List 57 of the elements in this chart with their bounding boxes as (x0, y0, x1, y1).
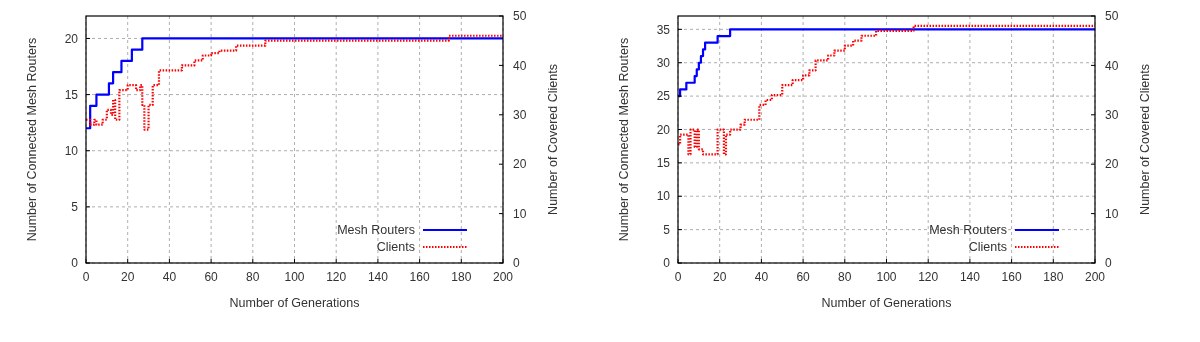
x-tick-label: 200 (1084, 270, 1106, 284)
y-tick-label: 20 (64, 31, 79, 46)
y2-axis-title: Number of Covered Clients (546, 64, 560, 215)
y-tick-label: 25 (656, 89, 671, 104)
x-tick-label: 100 (876, 270, 897, 284)
y2-tick-label: 50 (1105, 9, 1119, 24)
x-tick-label: 160 (409, 270, 430, 284)
legend-label: Mesh Routers (337, 223, 415, 238)
x-tick-label: 20 (713, 270, 727, 284)
legend-label: Mesh Routers (929, 223, 1007, 238)
y2-tick-label: 40 (1105, 58, 1119, 73)
y2-tick-label: 50 (513, 9, 527, 24)
y-axis-title: Number of Connected Mesh Routers (617, 37, 631, 242)
x-tick-label: 0 (82, 270, 90, 284)
y-tick-label: 10 (64, 143, 79, 158)
y-tick-label: 15 (64, 87, 79, 102)
y-tick-label: 30 (656, 55, 671, 70)
y-tick-label: 10 (656, 189, 671, 204)
x-tick-label: 40 (754, 270, 769, 284)
y-tick-label: 0 (71, 256, 79, 271)
y2-tick-label: 40 (513, 58, 527, 73)
legend-label: Clients (968, 240, 1007, 255)
x-tick-label: 120 (918, 270, 939, 284)
x-axis-title: Number of Generations (821, 296, 952, 310)
y2-axis-title: Number of Covered Clients (1138, 64, 1152, 215)
x-tick-label: 160 (1001, 270, 1022, 284)
y-axis-title: Number of Connected Mesh Routers (25, 37, 39, 242)
y2-tick-label: 10 (513, 206, 527, 221)
y2-tick-label: 20 (513, 157, 527, 172)
x-tick-label: 80 (838, 270, 852, 284)
y2-tick-label: 0 (1105, 256, 1112, 271)
x-tick-label: 180 (451, 270, 472, 284)
y-tick-label: 5 (71, 200, 79, 215)
y2-tick-label: 30 (1105, 108, 1119, 122)
y-tick-label: 5 (663, 222, 671, 237)
x-tick-label: 20 (121, 270, 135, 284)
x-tick-label: 100 (284, 270, 305, 284)
y2-tick-label: 0 (513, 256, 520, 271)
x-tick-label: 180 (1043, 270, 1064, 284)
x-tick-label: 60 (204, 270, 219, 284)
x-tick-label: 60 (796, 270, 811, 284)
y-tick-label: 35 (656, 22, 671, 37)
x-tick-label: 120 (326, 270, 347, 284)
y-tick-label: 20 (656, 122, 671, 137)
x-tick-label: 80 (246, 270, 260, 284)
y2-tick-label: 30 (513, 108, 527, 122)
x-axis-title: Number of Generations (229, 296, 360, 310)
x-tick-label: 0 (674, 270, 682, 284)
x-tick-label: 40 (162, 270, 177, 284)
legend-label: Clients (376, 240, 415, 255)
y2-tick-label: 20 (1105, 157, 1119, 172)
x-tick-label: 200 (492, 270, 514, 284)
y-tick-label: 15 (656, 156, 671, 171)
y-tick-label: 0 (663, 256, 671, 271)
y2-tick-label: 10 (1105, 206, 1119, 221)
x-tick-label: 140 (959, 270, 981, 284)
x-tick-label: 140 (367, 270, 389, 284)
